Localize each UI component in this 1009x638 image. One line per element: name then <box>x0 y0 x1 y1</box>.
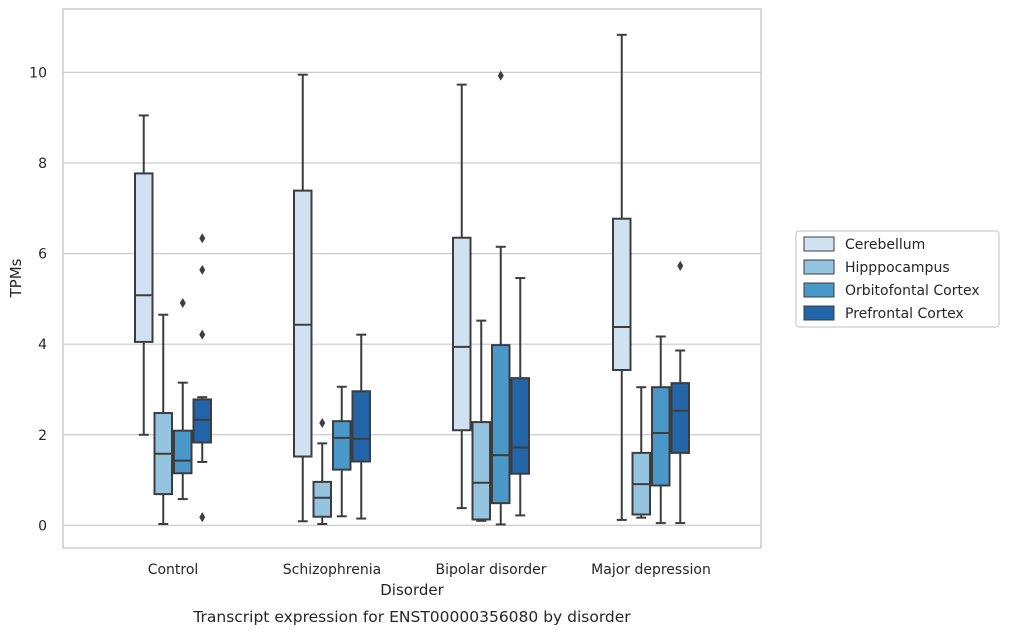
box <box>612 217 632 371</box>
box <box>510 377 530 475</box>
box-group <box>173 297 193 501</box>
box-group <box>293 73 313 523</box>
y-tick-label: 4 <box>38 337 47 353</box>
legend-swatch <box>803 305 835 321</box>
box <box>670 382 690 454</box>
box <box>351 390 371 463</box>
y-tick-label: 2 <box>38 428 47 444</box>
box-group <box>631 386 651 519</box>
box <box>173 429 193 475</box>
box <box>651 386 671 487</box>
box-group <box>670 260 690 525</box>
box-group <box>332 385 352 518</box>
box <box>312 480 332 518</box>
box <box>471 421 491 521</box>
y-axis-label: TPMs <box>7 258 25 298</box>
outlier <box>199 264 206 275</box>
box <box>192 398 212 444</box>
chart-caption: Transcript expression for ENST0000035608… <box>192 608 631 626</box>
x-tick-label: Bipolar disorder <box>435 562 546 578</box>
x-tick-label: Schizophrenia <box>283 562 381 578</box>
x-tick-label: Control <box>148 562 199 578</box>
x-axis-label: Disorder <box>380 581 444 599</box>
plot-frame <box>62 8 762 549</box>
box-layer <box>134 33 690 526</box>
box-group <box>134 114 154 436</box>
box <box>293 189 313 458</box>
legend-label: Orbitofontal Cortex <box>845 283 980 299</box>
legend-frame <box>795 230 1000 328</box>
box-group <box>153 313 173 525</box>
box-group <box>452 83 472 510</box>
outlier <box>497 70 504 81</box>
outlier <box>179 297 186 308</box>
outlier <box>677 260 684 271</box>
box-group <box>491 70 511 526</box>
legend-swatch <box>803 282 835 298</box>
box-group <box>192 233 212 523</box>
legend-label: Prefrontal Cortex <box>845 306 964 322</box>
outlier <box>319 417 326 428</box>
box <box>134 172 154 343</box>
box-group <box>651 335 671 525</box>
box-group <box>471 319 491 522</box>
legend-label: Cerebellum <box>845 237 925 253</box>
box-group <box>312 417 332 525</box>
outlier <box>199 512 206 523</box>
box-group <box>351 333 371 520</box>
box <box>491 344 511 505</box>
legend-label: Hipppocampus <box>845 260 950 276</box>
legend: Cerebellum Hipppocampus Orbitofontal Corte… <box>795 230 1000 328</box>
legend-swatch <box>803 259 835 275</box>
y-tick-label: 0 <box>38 518 47 534</box>
y-tick-label: 10 <box>29 65 47 81</box>
tick-layer: 0 2 4 6 8 10 Control Schizophrenia Bipolar disor… <box>29 65 711 578</box>
outlier <box>199 329 206 340</box>
outlier <box>199 233 206 244</box>
box-group <box>510 277 530 517</box>
box <box>332 420 352 471</box>
box <box>452 236 472 432</box>
y-tick-label: 8 <box>38 156 47 172</box>
y-tick-label: 6 <box>38 247 47 263</box>
legend-swatch <box>803 236 835 252</box>
box-group <box>612 33 632 521</box>
x-tick-label: Major depression <box>591 562 711 578</box>
